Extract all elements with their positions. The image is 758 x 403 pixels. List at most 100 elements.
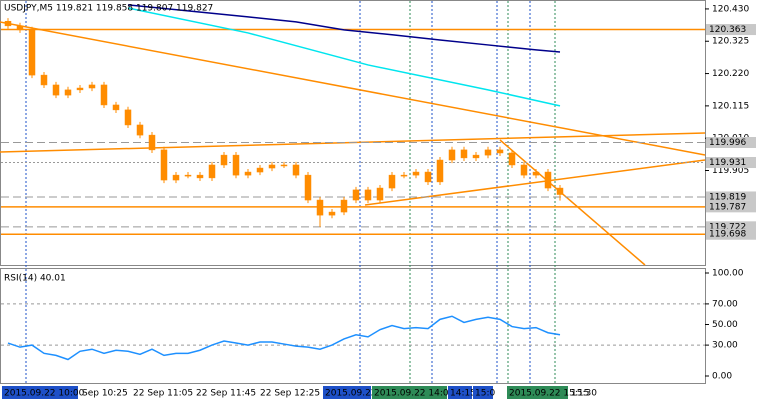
rsi-title: RSI(14) 40.01 (4, 274, 66, 284)
candle-body (16, 25, 24, 31)
time-box (448, 386, 472, 399)
candle-body (244, 171, 252, 176)
candle-body (232, 154, 240, 176)
candle-body (544, 171, 552, 189)
y-tick-label: 120.220 (712, 69, 749, 79)
candle-body (412, 171, 420, 176)
candle-body (160, 149, 168, 181)
candle-body (484, 149, 492, 156)
x-tick-label: 2015.09.22 (325, 389, 377, 399)
candle-body (532, 171, 540, 176)
candle-body (52, 84, 60, 96)
candle-body (316, 199, 324, 216)
candle-body (352, 189, 360, 201)
x-tick-label: 15:0 (475, 389, 495, 399)
candle-body (496, 149, 504, 154)
time-box (2, 386, 78, 399)
price-tag-bg (706, 228, 756, 240)
candle-body (88, 84, 96, 89)
candle-body (100, 84, 108, 106)
trend-line (364, 159, 706, 206)
y-tick-label: 100.00 (712, 269, 744, 279)
candle-body (220, 154, 228, 166)
candle-body (328, 211, 336, 216)
candle-body (304, 174, 312, 201)
candle-body (136, 124, 144, 136)
candle-body (172, 174, 180, 181)
candle-body (184, 174, 192, 177)
time-box (507, 386, 568, 399)
candle-body (148, 134, 156, 151)
candle-body (64, 89, 72, 96)
y-tick-label: 50.00 (712, 320, 738, 330)
trend-line (0, 21, 706, 156)
price-tag-bg (706, 221, 756, 233)
y-tick-label: 0.00 (712, 372, 732, 382)
candle-body (556, 187, 564, 195)
price-tag-bg (706, 24, 756, 36)
candle-body (388, 174, 396, 189)
candle-body (208, 164, 216, 179)
x-tick-label: 22 Sep 12:25 (260, 389, 320, 399)
candle-body (340, 199, 348, 213)
moving-average (127, 7, 561, 107)
x-tick-label: 2015.09.22 14:00 (374, 389, 455, 399)
candle-body (112, 104, 120, 111)
price-tag: 119.722 (709, 222, 746, 232)
price-tag-bg (706, 191, 756, 203)
price-tag-bg (706, 137, 756, 149)
candle-body (268, 164, 276, 169)
background-layer (0, 1, 706, 383)
candle-body (436, 159, 444, 183)
y-tick-label: 30.00 (712, 341, 738, 351)
candle-body (280, 164, 288, 167)
candle-body (376, 187, 384, 201)
y-tick-label: 119.905 (712, 166, 749, 176)
y-tick-label: 120.430 (712, 4, 749, 14)
price-tag: 119.931 (709, 158, 746, 168)
candle-body (400, 174, 408, 177)
candle-body (424, 171, 432, 183)
time-box (372, 386, 447, 399)
x-tick-label: 14:15 (450, 389, 476, 399)
time-box (473, 386, 493, 399)
candle-body (520, 164, 528, 176)
candle-body (448, 149, 456, 161)
chart-title: USDJPY,M5 119.821 119.858 119.807 119.82… (4, 4, 213, 14)
x-tick-label: 2015.09.22 10:00 (4, 389, 85, 399)
candle-body (460, 149, 468, 159)
candle-body (196, 174, 204, 179)
y-tick-label: 120.325 (712, 37, 749, 47)
price-tag: 119.996 (709, 138, 746, 148)
trend-line (499, 139, 646, 266)
candle-body (28, 29, 36, 76)
x-tick-label: 2015.09.22 15:15 (509, 389, 589, 399)
rsi-panel (0, 268, 706, 384)
x-tick-label: 15:30 (571, 389, 597, 399)
price-tag: 120.363 (709, 25, 746, 35)
x-tick-label: 22 Sep 11:05 (133, 389, 193, 399)
y-tick-label: 70.00 (712, 299, 738, 309)
candle-body (40, 74, 48, 86)
candle-body (256, 167, 264, 173)
candle-body (124, 109, 132, 126)
price-tag-bg (706, 201, 756, 213)
candle-body (4, 20, 12, 27)
price-tag: 119.819 (709, 192, 746, 202)
price-tag: 119.787 (709, 202, 746, 212)
candle-body (508, 152, 516, 166)
candle-body (364, 189, 372, 201)
x-tick-label: Sep 10:25 (82, 389, 128, 399)
candle-body (472, 154, 480, 159)
rsi-line (7, 315, 561, 361)
candle-body (292, 164, 300, 176)
main-layer (4, 4, 564, 361)
y-tick-label: 120.115 (712, 101, 749, 111)
time-box (323, 386, 371, 399)
moving-average (127, 4, 561, 53)
candle-body (76, 87, 84, 91)
price-tag: 119.698 (709, 230, 746, 240)
x-tick-label: 22 Sep 11:45 (196, 389, 256, 399)
